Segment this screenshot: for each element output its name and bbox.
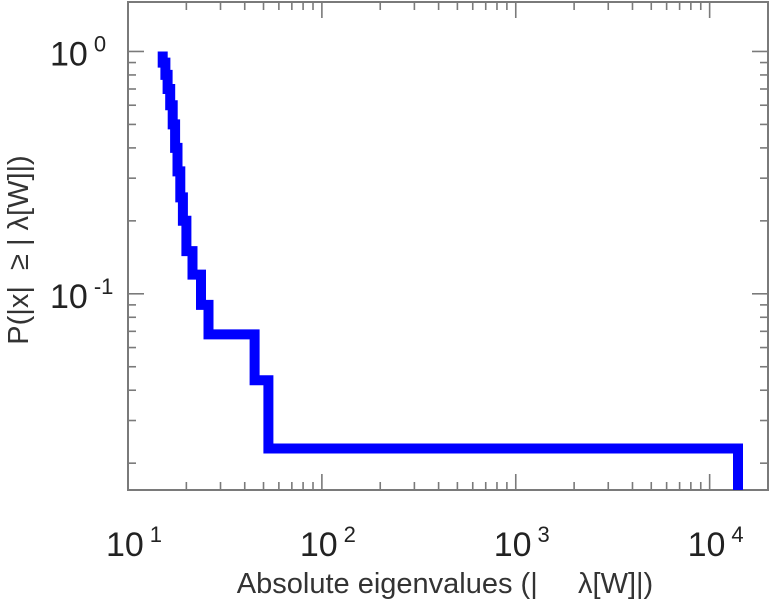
x-axis-title: Absolute eigenvalues (| λ[W]|) (237, 568, 653, 600)
minor-ticks (128, 2, 769, 490)
plot-frame (127, 1, 769, 491)
x-tick-label: 10 4 (688, 522, 744, 564)
x-tick-label: 10 2 (300, 522, 356, 564)
series-line (157, 51, 743, 490)
series-layer (157, 51, 743, 490)
y-tick-label: 10 -1 (50, 274, 113, 316)
major-ticks (127, 2, 768, 490)
x-tick-labels: 10 1 10 2 10 3 10 4 (106, 522, 744, 564)
y-tick-label: 10 0 (50, 31, 106, 73)
y-axis-title: P(|x| ≥ | λ[W]|) (3, 155, 35, 344)
x-tick-label: 10 3 (494, 522, 550, 564)
x-tick-label: 10 1 (106, 522, 162, 564)
